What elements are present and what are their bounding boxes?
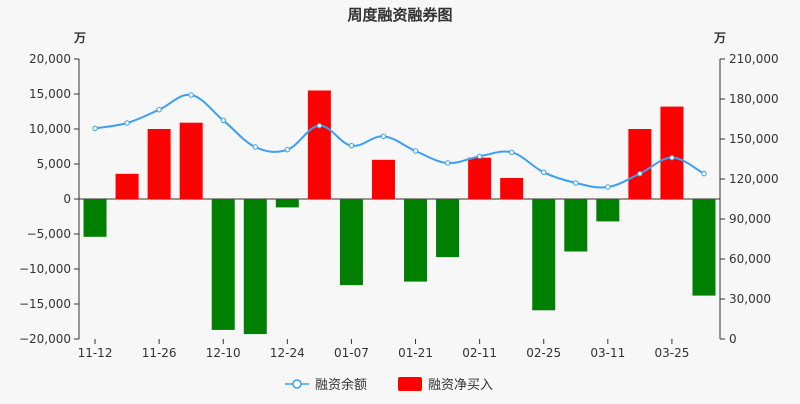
x-axis-tick-label: 03-25	[654, 346, 689, 360]
legend-item-balance[interactable]: 融资余额	[285, 377, 367, 393]
right-axis-tick-label: 30,000	[729, 292, 771, 306]
line-point-balance	[669, 154, 675, 161]
bar-net-buy	[211, 199, 235, 330]
right-axis-tick-label: 0	[729, 332, 737, 346]
bar-net-buy	[275, 199, 299, 208]
left-axis-tick-label: −15,000	[19, 297, 71, 311]
x-axis-tick-label: 01-21	[398, 346, 433, 360]
right-axis-tick-label: 180,000	[729, 92, 779, 106]
left-axis-tick-label: 10,000	[29, 122, 71, 136]
x-axis-tick-label: 02-11	[462, 346, 497, 360]
bar-net-buy	[243, 199, 267, 335]
left-axis-tick-label: 5,000	[37, 157, 71, 171]
left-axis-tick-label: −5,000	[27, 227, 71, 241]
bar-net-buy	[468, 157, 492, 199]
bar-net-buy	[532, 199, 556, 311]
legend-item-net-buy[interactable]: 融资净买入	[398, 377, 493, 393]
bar-net-buy	[692, 199, 716, 296]
legend: 融资余额 融资净买入	[285, 377, 493, 393]
bar-net-buy	[660, 106, 684, 199]
right-axis-tick-label: 90,000	[729, 212, 771, 226]
line-point-balance	[508, 149, 515, 156]
line-point-balance	[701, 170, 707, 177]
bar-net-buy	[628, 129, 652, 199]
right-axis-tick-label: 210,000	[729, 52, 779, 66]
line-point-balance	[444, 160, 451, 166]
bar-net-buy	[339, 199, 363, 286]
line-point-balance	[380, 133, 387, 140]
right-axis-tick-label: 150,000	[729, 132, 779, 146]
line-point-balance	[220, 117, 226, 124]
legend-line-marker	[292, 379, 302, 389]
x-axis-tick-label: 02-25	[526, 346, 561, 360]
line-point-balance	[156, 106, 162, 113]
line-point-balance	[573, 180, 579, 186]
plot-area: 20,000 15,000 10,000 5,000 0 −5,000 −10,000 −15…	[19, 52, 779, 360]
line-point-balance	[348, 142, 355, 149]
right-axis-tick-label: 60,000	[729, 252, 771, 266]
right-axis-unit: 万	[713, 31, 726, 45]
bar-net-buy	[147, 129, 171, 199]
bar-net-buy	[500, 178, 524, 199]
bar-net-buy	[371, 159, 395, 199]
bar-net-buy	[179, 122, 203, 199]
bar-net-buy	[83, 199, 107, 237]
left-axis-unit: 万	[73, 31, 86, 45]
left-axis-tick-label: 15,000	[29, 87, 71, 101]
legend-label-net-buy: 融资净买入	[428, 378, 493, 393]
x-axis-tick-label: 11-26	[142, 346, 177, 360]
bar-net-buy	[404, 199, 428, 282]
chart-title: 周度融资融券图	[347, 6, 452, 24]
line-point-balance	[541, 169, 547, 176]
x-axis-tick-label: 03-11	[590, 346, 625, 360]
bar-net-buy	[564, 199, 588, 252]
left-axis-tick-label: −10,000	[19, 262, 71, 276]
bar-net-buy	[436, 199, 460, 258]
line-point-balance	[637, 170, 643, 177]
x-axis-tick-label: 12-24	[270, 346, 305, 360]
x-axis-tick-label: 12-10	[206, 346, 241, 360]
line-point-balance	[605, 184, 611, 190]
line-point-balance	[92, 125, 98, 132]
line-balance	[94, 93, 705, 189]
line-point-balance	[188, 92, 194, 98]
line-point-balance	[316, 122, 323, 129]
line-point-balance	[284, 146, 291, 153]
bar-net-buy	[596, 199, 620, 222]
x-axis-tick-label: 01-07	[334, 346, 369, 360]
right-axis-tick-label: 120,000	[729, 172, 779, 186]
bar-net-buy	[115, 173, 139, 199]
left-axis-tick-label: 0	[63, 192, 71, 206]
line-point-balance	[476, 153, 483, 160]
line-point-balance	[412, 148, 419, 154]
left-axis-tick-label: −20,000	[19, 332, 71, 346]
bar-net-buy	[307, 90, 331, 199]
x-axis-tick-label: 11-12	[78, 346, 113, 360]
left-axis-tick-label: 20,000	[29, 52, 71, 66]
legend-bar-swatch	[398, 377, 422, 391]
line-point-balance	[124, 120, 130, 126]
line-point-balance	[252, 144, 258, 150]
legend-label-balance: 融资余额	[315, 377, 367, 393]
